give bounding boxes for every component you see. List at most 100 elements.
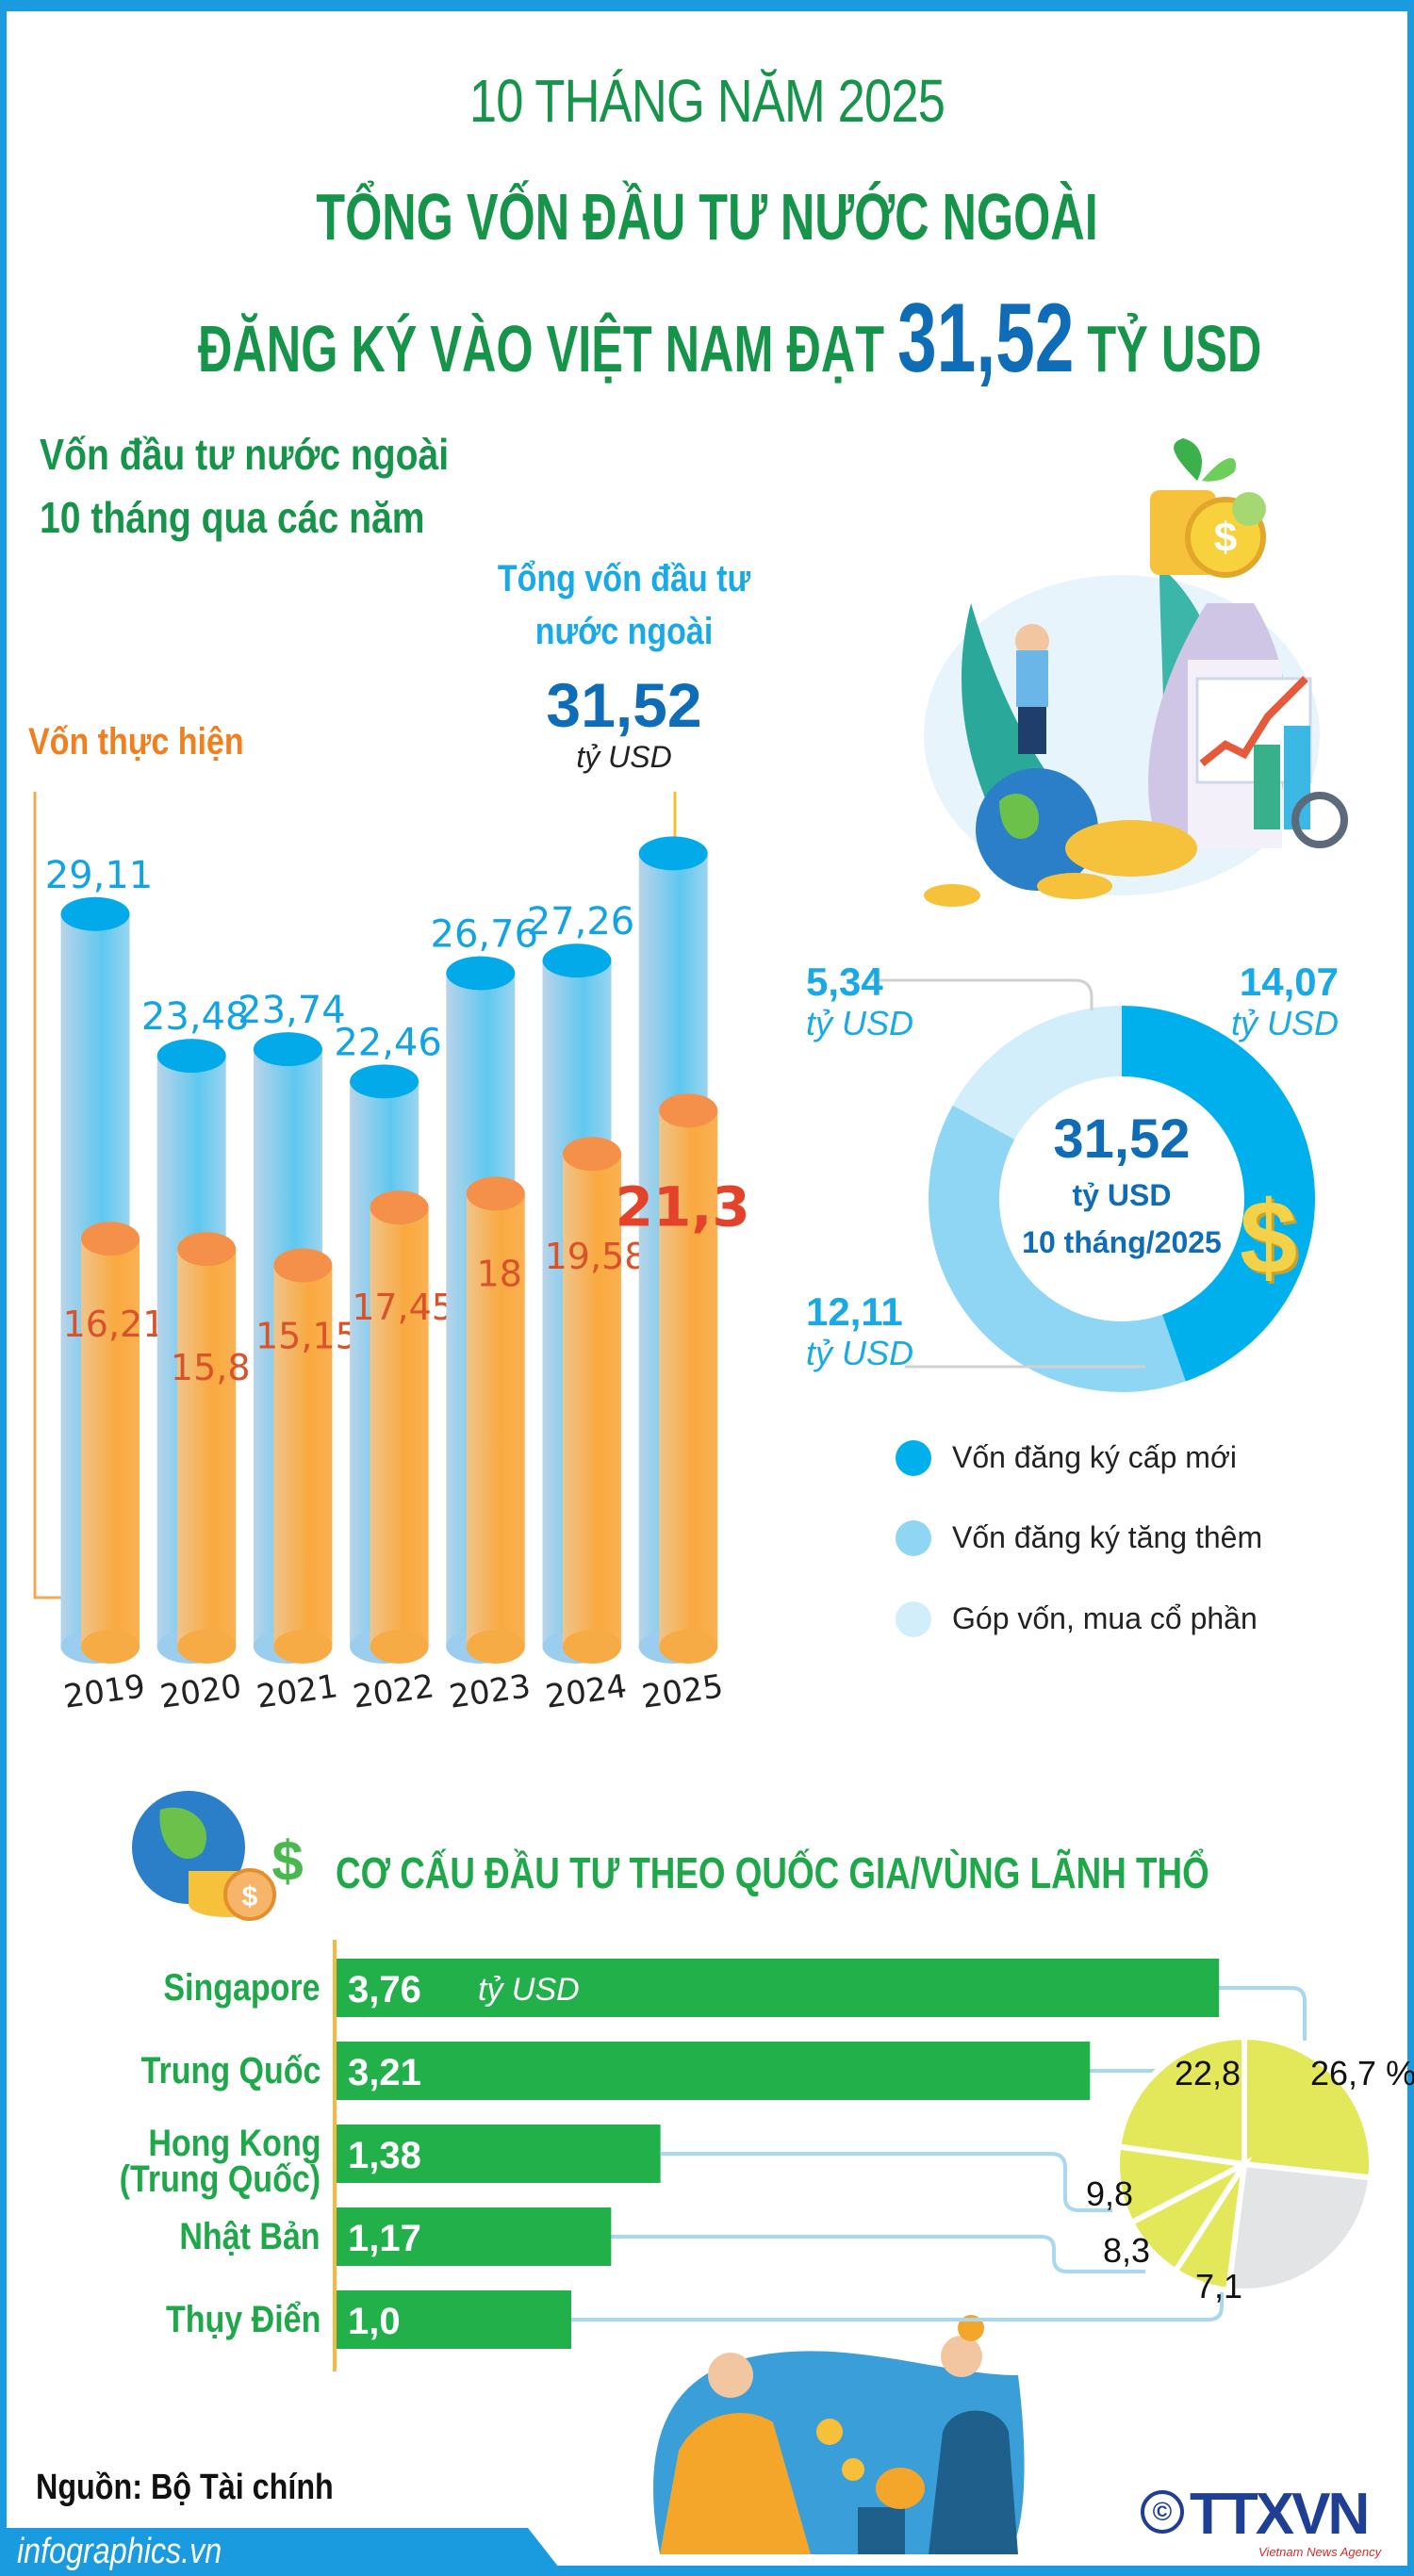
year-label: 2019	[61, 1667, 147, 1716]
realized-bar-top	[659, 1093, 718, 1128]
section1-title: Vốn đầu tư nước ngoài	[40, 430, 450, 479]
donut-unit: tỷ USD	[806, 1004, 914, 1042]
people-investing-illustration	[653, 2315, 1025, 2554]
donut-unit: tỷ USD	[1230, 1004, 1339, 1042]
pie-value-label: 22,8	[1175, 2054, 1241, 2092]
ttxvn-logo: TTXVN	[1190, 2482, 1370, 2547]
legend-dot-new	[896, 1440, 931, 1476]
pie-slice-2	[1225, 2160, 1374, 2294]
country-value-label: 1,17	[348, 2218, 421, 2259]
registered-bar-top	[60, 896, 130, 931]
realized-bar-2020	[177, 1249, 237, 1647]
pie-connector	[611, 2235, 1145, 2273]
country-bar	[337, 2207, 612, 2266]
registered-bar-top	[542, 943, 612, 978]
section1-subtitle: 10 tháng qua các năm	[40, 493, 425, 542]
realized-label: Vốn thực hiện	[28, 721, 244, 763]
registered-value-label: 23,48	[141, 995, 250, 1039]
year-label: 2020	[157, 1667, 243, 1716]
country-hongkong-sub: (Trung Quốc)	[119, 2158, 321, 2200]
section2-title: CƠ CẤU ĐẦU TƯ THEO QUỐC GIA/VÙNG LÃNH TH…	[336, 1848, 1209, 1897]
header-prefix: ĐĂNG KÝ VÀO VIỆT NAM ĐẠT	[198, 312, 885, 386]
registered-bar-top	[446, 956, 516, 991]
header-period: 10 THÁNG NĂM 2025	[469, 67, 945, 135]
country-bar	[337, 1959, 1220, 2017]
investment-illustration: $	[924, 438, 1348, 907]
registered-value-label: 27,26	[527, 900, 635, 943]
pie-connector	[571, 2281, 1224, 2322]
country-value-label: 3,21	[348, 2052, 421, 2093]
country-sweden: Thụy Điển	[165, 2299, 321, 2340]
legend-contribution: Góp vốn, mua cổ phần	[952, 1601, 1258, 1635]
realized-bar-2019	[81, 1239, 140, 1647]
source-note: Nguồn: Bộ Tài chính	[36, 2468, 334, 2507]
total-unit: tỷ USD	[576, 740, 672, 774]
country-hongkong: Hong Kong	[147, 2123, 321, 2164]
donut-center-period: 10 tháng/2025	[1022, 1225, 1222, 1259]
total-value: 31,52	[546, 670, 702, 740]
legend-additional: Vốn đăng ký tăng thêm	[952, 1520, 1263, 1554]
pie-value-label: 8,3	[1103, 2231, 1150, 2270]
pie-slice-1	[1241, 2033, 1374, 2181]
svg-text:$: $	[271, 1829, 303, 1893]
realized-bar-2025	[659, 1110, 718, 1647]
website-link[interactable]: infographics.vn	[17, 2532, 222, 2571]
realized-bar-top	[563, 1137, 621, 1172]
footer-line	[0, 2566, 1414, 2576]
realized-bar-base	[81, 1630, 140, 1664]
realized-bar-base	[273, 1630, 333, 1664]
globe-coins-icon: $ $	[132, 1791, 304, 1921]
legend-dot-additional	[896, 1520, 931, 1556]
country-unit-label: tỷ USD	[478, 1972, 580, 2008]
realized-bar-top	[466, 1176, 525, 1211]
total-label-2: nước ngoài	[534, 611, 714, 652]
donut-label-new: 14,07	[1239, 960, 1339, 1004]
header-value: 31,52	[897, 284, 1075, 393]
pie-connector	[1219, 1986, 1307, 2041]
realized-value-label: 18	[477, 1253, 522, 1294]
realized-bar-base	[370, 1630, 429, 1664]
donut-unit: tỷ USD	[806, 1334, 914, 1372]
header-title: TỔNG VỐN ĐẦU TƯ NƯỚC NGOÀI	[316, 180, 1098, 254]
realized-bar-top	[273, 1248, 333, 1283]
realized-bar-base	[563, 1630, 621, 1664]
donut-label-additional: 12,11	[806, 1289, 903, 1334]
country-bar	[337, 2042, 1091, 2100]
logo-subtitle: Vietnam News Agency	[1258, 2545, 1382, 2559]
registered-bar-top	[253, 1032, 322, 1067]
country-value-label: 3,76	[348, 1969, 421, 2010]
registered-bar-top	[638, 836, 708, 871]
donut-center-value: 31,52	[1053, 1108, 1191, 1170]
pie-value-label: 26,7 %	[1310, 2054, 1414, 2092]
realized-bar-2021	[273, 1265, 333, 1647]
legend-new-registered: Vốn đăng ký cấp mới	[952, 1440, 1238, 1474]
registered-value-label: 29,11	[45, 854, 154, 897]
svg-text:$: $	[1214, 515, 1237, 561]
total-label: Tổng vốn đầu tư	[497, 558, 751, 599]
country-japan: Nhật Bản	[179, 2216, 321, 2257]
donut-connector	[872, 978, 1093, 1010]
registered-value-label: 23,74	[238, 989, 346, 1032]
country-bar	[337, 2125, 661, 2183]
pie-value-label: 9,8	[1086, 2174, 1133, 2213]
legend-dot-contribution	[896, 1601, 931, 1637]
realized-value-label: 16,21	[63, 1304, 166, 1345]
country-bar	[337, 2290, 571, 2349]
year-label: 2023	[447, 1667, 533, 1716]
realized-value-label: 15,15	[255, 1315, 358, 1356]
registered-value-label: 22,46	[334, 1021, 442, 1064]
registered-bar-top	[156, 1039, 226, 1074]
year-label: 2025	[639, 1667, 725, 1716]
realized-bar-top	[177, 1232, 237, 1267]
year-label: 2021	[255, 1667, 340, 1716]
copyright-icon: ©	[1141, 2490, 1184, 2534]
year-label: 2024	[543, 1667, 629, 1716]
pie-slice-6	[1114, 2033, 1247, 2168]
pie-connector	[661, 2152, 1112, 2212]
country-china: Trung Quốc	[140, 2050, 321, 2092]
svg-text:$: $	[242, 1881, 258, 1912]
realized-value-label: 17,45	[352, 1287, 454, 1328]
realized-bar-base	[177, 1630, 237, 1664]
year-label: 2022	[351, 1667, 436, 1716]
country-value-label: 1,38	[348, 2135, 421, 2176]
